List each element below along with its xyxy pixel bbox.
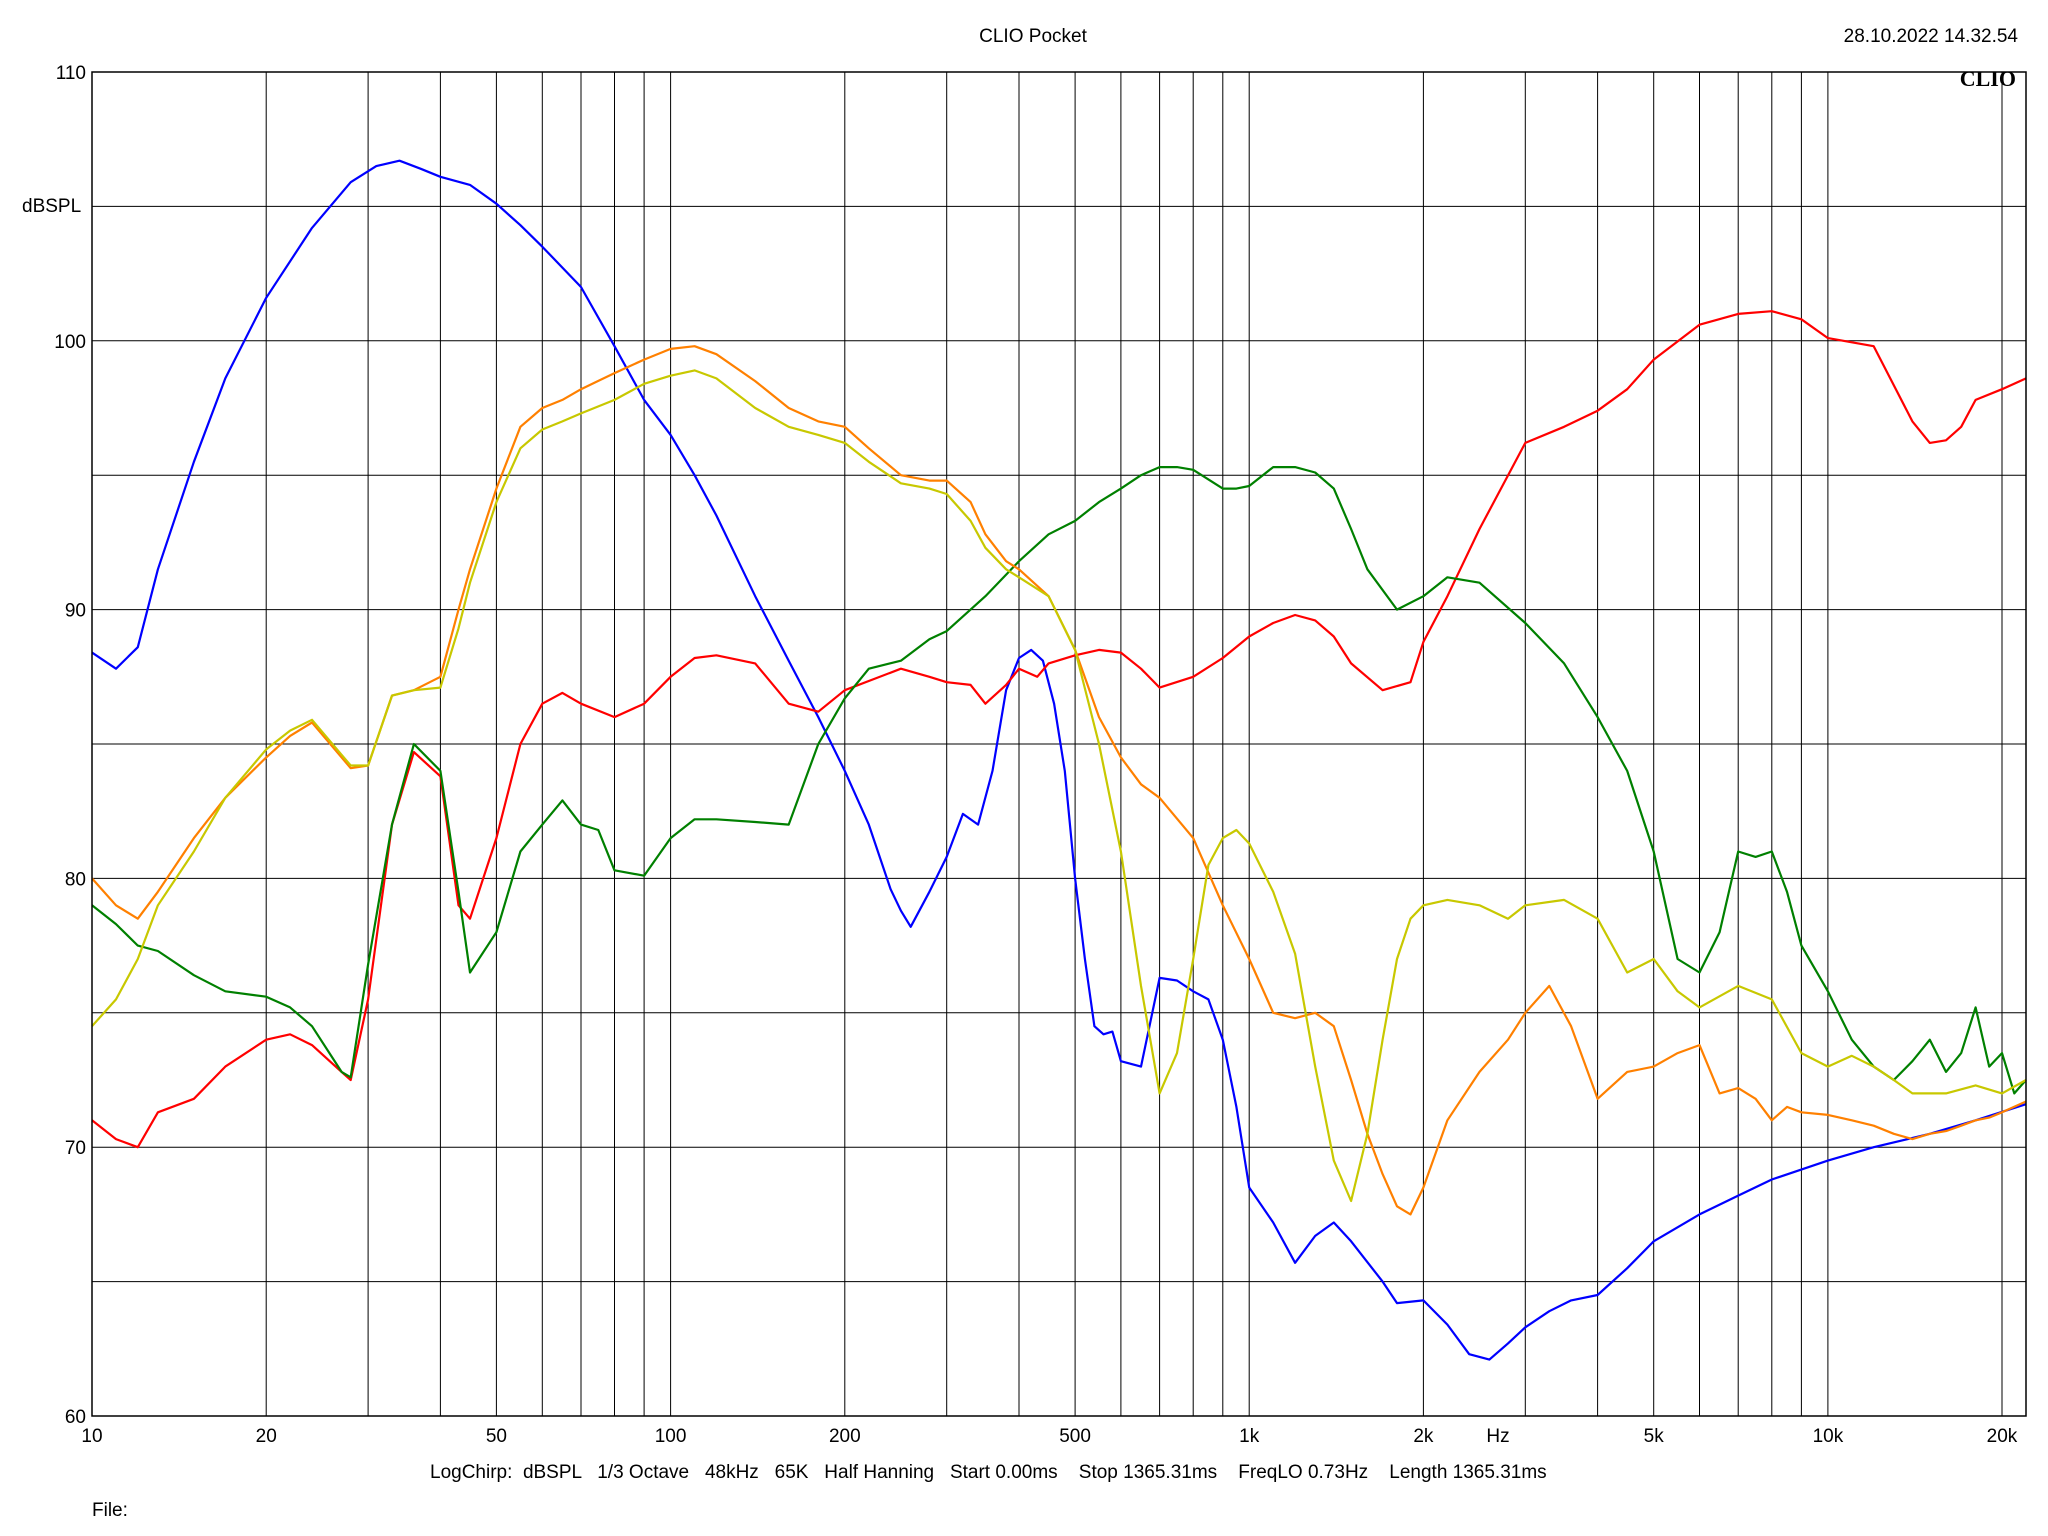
file-label: File: (92, 1500, 128, 1521)
x-tick-label: 100 (655, 1426, 687, 1447)
x-tick-label: 1k (1239, 1426, 1260, 1447)
x-tick-label: 500 (1059, 1426, 1091, 1447)
series-line (91, 369, 2027, 1203)
x-tick-label: 10k (1813, 1426, 1844, 1447)
x-tick-label: 20k (1987, 1426, 2018, 1447)
x-tick-label: 2k (1413, 1426, 1434, 1447)
y-tick-label: 60 (65, 1407, 86, 1428)
x-tick-label: 10 (81, 1426, 102, 1447)
y-tick-label: 100 (54, 332, 86, 353)
x-axis-label: Hz (1486, 1426, 1509, 1447)
x-tick-labels: 10 20 50 100 200 500 1k 2k 5k 10k 20k (81, 1426, 2017, 1447)
x-tick-label: 20 (256, 1426, 277, 1447)
x-tick-label: 50 (486, 1426, 507, 1447)
series-line (91, 466, 2027, 1095)
y-tick-label: 90 (65, 601, 86, 622)
measurement-info: LogChirp: dBSPL 1/3 Octave 48kHz 65K Hal… (430, 1462, 1547, 1483)
chart-title: CLIO Pocket (979, 26, 1087, 47)
y-tick-label: 110 (56, 63, 86, 84)
series-line (91, 159, 2027, 1361)
x-tick-label: 5k (1644, 1426, 1665, 1447)
y-axis-label: dBSPL (22, 196, 81, 217)
y-tick-label: 80 (65, 869, 86, 890)
series-line (91, 345, 2027, 1216)
plot-frame (91, 71, 2027, 1417)
timestamp: 28.10.2022 14.32.54 (1844, 26, 2019, 47)
grid (91, 71, 2026, 1417)
y-tick-label: 70 (65, 1138, 86, 1159)
data-series (91, 159, 2027, 1361)
clio-logo: CLIO (1960, 66, 2016, 91)
y-tick-labels: 60 70 80 90 100 110 (54, 63, 86, 1428)
x-tick-label: 200 (829, 1426, 861, 1447)
